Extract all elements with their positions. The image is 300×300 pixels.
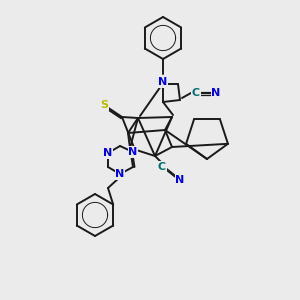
Text: N: N	[158, 77, 168, 87]
Text: N: N	[128, 147, 138, 157]
Text: C: C	[158, 162, 166, 172]
Text: N: N	[116, 169, 124, 179]
Text: S: S	[100, 100, 108, 110]
Text: N: N	[103, 148, 112, 158]
Text: N: N	[176, 175, 184, 185]
Text: N: N	[212, 88, 220, 98]
Text: C: C	[192, 88, 200, 98]
